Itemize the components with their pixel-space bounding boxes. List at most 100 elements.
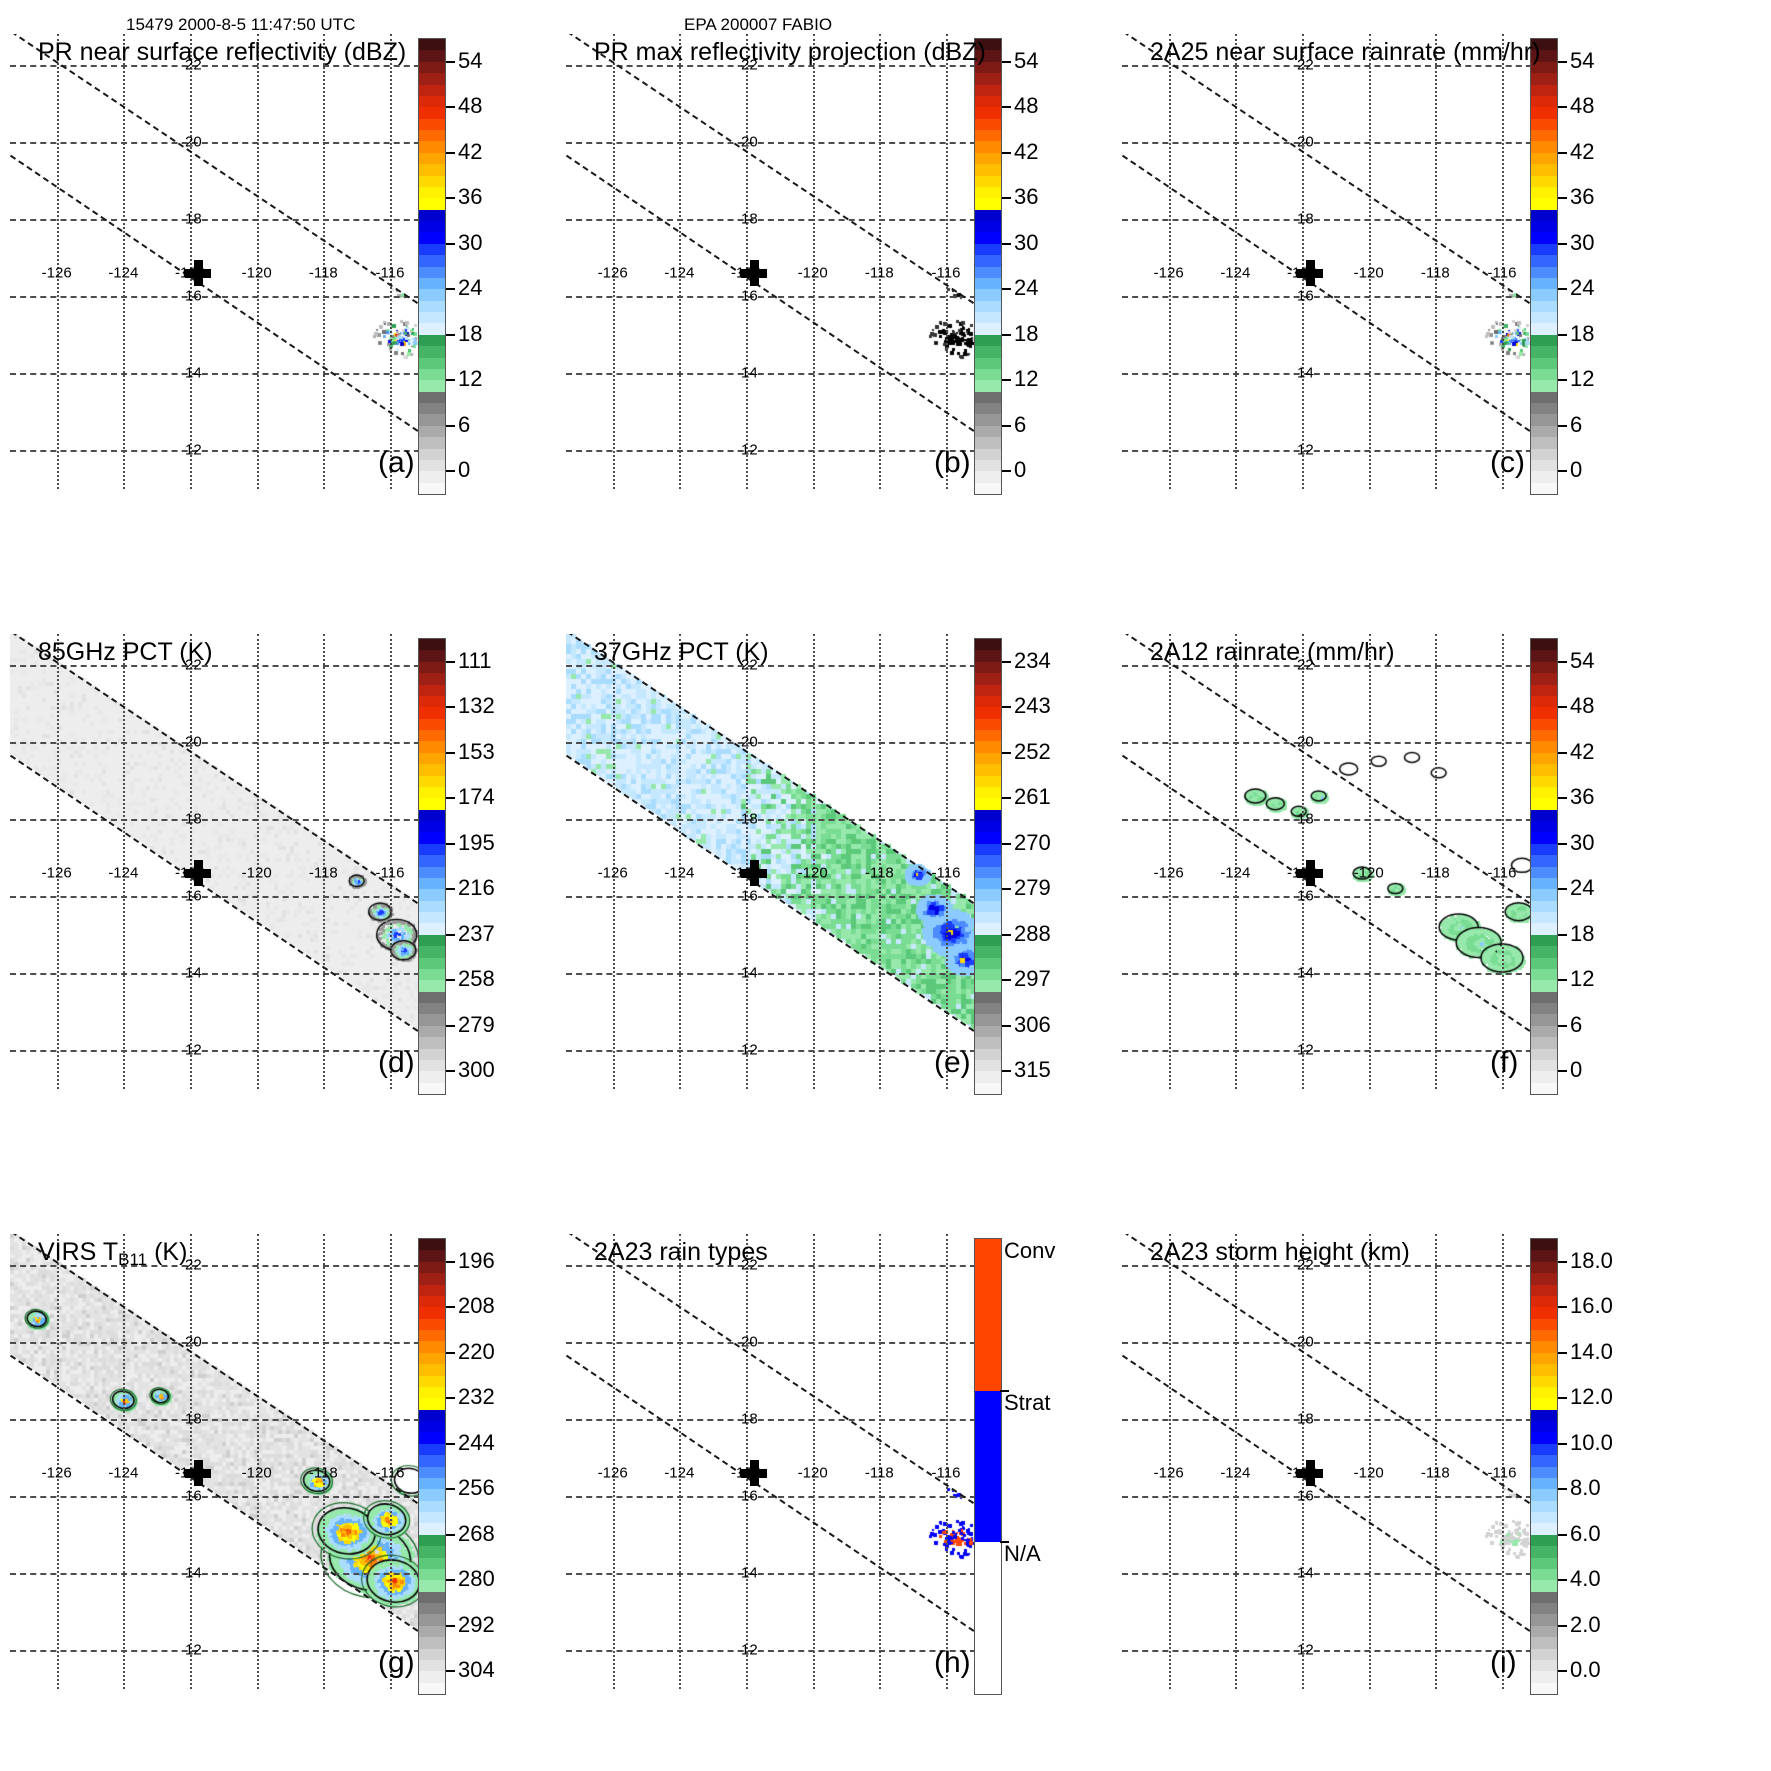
- colorbar-tick: [1558, 1533, 1567, 1536]
- lat-tick-label: 12: [1296, 441, 1314, 459]
- colorbar-segment: [1531, 1534, 1557, 1547]
- colorbar-segment: [1531, 843, 1557, 856]
- colorbar-tick: [1002, 333, 1011, 336]
- colorbar-segment: [1531, 741, 1557, 753]
- colorbar-category-label: Strat: [1004, 1389, 1051, 1415]
- lat-tick-label: 14: [1296, 1564, 1314, 1582]
- panel-g-map: -126 -124 -122 -120 -118 -116 22 20 18 16 14 12: [10, 1234, 430, 1689]
- colorbar-segment: [419, 1500, 445, 1512]
- colorbar-tick: [1558, 933, 1567, 936]
- lat-tick-label: 22: [1296, 656, 1314, 674]
- colorbar-tick: [1558, 1624, 1567, 1627]
- colorbar-segment: [419, 152, 445, 165]
- lon-tick-label: -126: [597, 1464, 628, 1482]
- colorbar-segment: [975, 809, 1001, 821]
- colorbar-segment: [419, 334, 445, 347]
- panel-e: -126 -124 -122 -120 -118 -116 22 20 18 16 14 12 37GH…: [566, 634, 1106, 1104]
- colorbar-segment: [1531, 221, 1557, 233]
- colorbar-tick: [446, 1397, 455, 1400]
- lat-tick-label: 18: [740, 1410, 758, 1428]
- colorbar-segment: [1531, 1489, 1557, 1501]
- colorbar-category-label: N/A: [1004, 1541, 1041, 1567]
- colorbar-segment: [975, 1082, 1001, 1094]
- colorbar-tick-label: 12: [458, 366, 483, 392]
- colorbar-segment: [1531, 1364, 1557, 1376]
- colorbar-segment: [419, 1489, 445, 1501]
- colorbar-segment: [1531, 448, 1557, 460]
- lat-tick-label: 18: [1296, 1410, 1314, 1428]
- colorbar-segment: [975, 107, 1001, 119]
- colorbar-tick-label: 111: [458, 647, 492, 673]
- colorbar-segment: [419, 1466, 445, 1478]
- lat-tick-label: 18: [1296, 210, 1314, 228]
- colorbar-tick-label: 6.0: [1570, 1520, 1601, 1546]
- colorbar-segment: [975, 221, 1001, 233]
- colorbar-segment: [1531, 821, 1557, 833]
- gridline-lat: [1122, 973, 1542, 976]
- panel-g-label: (g): [378, 1646, 415, 1679]
- colorbar-segment: [975, 152, 1001, 165]
- colorbar-segment: [975, 1048, 1001, 1060]
- colorbar-tick-label: 54: [1014, 47, 1039, 73]
- colorbar-segment: [975, 437, 1001, 449]
- colorbar-segment: [975, 243, 1001, 256]
- colorbar-segment: [419, 1025, 445, 1038]
- colorbar-segment: [1531, 1307, 1557, 1319]
- colorbar-segment: [419, 186, 445, 199]
- colorbar-segment: [975, 209, 1001, 221]
- colorbar-segment: [1531, 809, 1557, 821]
- lat-tick-label: 14: [184, 364, 202, 382]
- colorbar-tick: [1558, 1670, 1567, 1673]
- gridline-lon: [879, 34, 882, 489]
- colorbar-segment: [419, 1261, 445, 1274]
- colorbar-segment: [1531, 300, 1557, 312]
- colorbar-segment: [1531, 855, 1557, 867]
- colorbar-segment: [1531, 1432, 1557, 1444]
- colorbar-segment: [975, 300, 1001, 312]
- colorbar-segment: [975, 821, 1001, 833]
- colorbar-tick-label: 6: [458, 411, 471, 437]
- gridline-lon: [190, 34, 192, 489]
- colorbar-tick: [446, 1670, 455, 1673]
- colorbar-tick-label: 18.0: [1570, 1247, 1613, 1273]
- colorbar-tick-label: 300: [458, 1057, 495, 1083]
- panel-c-map: -126 -124 -122 -120 -118 -116 22 20 18 16 14 12: [1122, 34, 1542, 489]
- colorbar-segment: [419, 1330, 445, 1342]
- colorbar-segment: [419, 1659, 445, 1672]
- gridline-lat: [566, 373, 986, 376]
- colorbar-segment: [419, 889, 445, 901]
- colorbar-segment: [1531, 368, 1557, 381]
- colorbar-segment: [419, 866, 445, 878]
- panel-b-label: (b): [934, 446, 971, 479]
- colorbar-segment: [1531, 1421, 1557, 1433]
- lat-tick-label: 12: [1296, 1641, 1314, 1659]
- colorbar-segment: [1531, 866, 1557, 878]
- colorbar-segment: [1531, 164, 1557, 176]
- colorbar-segment: [975, 391, 1001, 403]
- lat-tick-label: 22: [184, 1256, 202, 1274]
- colorbar-segment: [419, 368, 445, 381]
- lon-tick-label: -124: [664, 864, 695, 882]
- colorbar-tick-label: 196: [458, 1247, 495, 1273]
- lon-tick-label: -124: [108, 864, 139, 882]
- lon-tick-label: -118: [308, 264, 338, 282]
- panel-i-colorbar: [1530, 1238, 1558, 1695]
- colorbar-segment: [1531, 414, 1557, 426]
- colorbar-tick-label: 306: [1014, 1011, 1051, 1037]
- lat-tick-label: 14: [1296, 964, 1314, 982]
- gridline-lon: [123, 34, 126, 489]
- lat-tick-label: 12: [740, 441, 758, 459]
- colorbar-tick: [1558, 1024, 1567, 1027]
- colorbar-segment: [975, 289, 1001, 301]
- colorbar-segment: [975, 323, 1001, 335]
- colorbar-segment: [1531, 175, 1557, 187]
- colorbar-segment: [419, 141, 445, 153]
- gridline-lon: [1168, 634, 1171, 1089]
- colorbar-tick: [1002, 379, 1011, 382]
- colorbar-tick: [1558, 706, 1567, 709]
- colorbar-segment: [975, 957, 1001, 969]
- colorbar-segment: [1531, 380, 1557, 392]
- lon-tick-label: -120: [797, 264, 828, 282]
- panel-d-colorbar: [418, 638, 446, 1095]
